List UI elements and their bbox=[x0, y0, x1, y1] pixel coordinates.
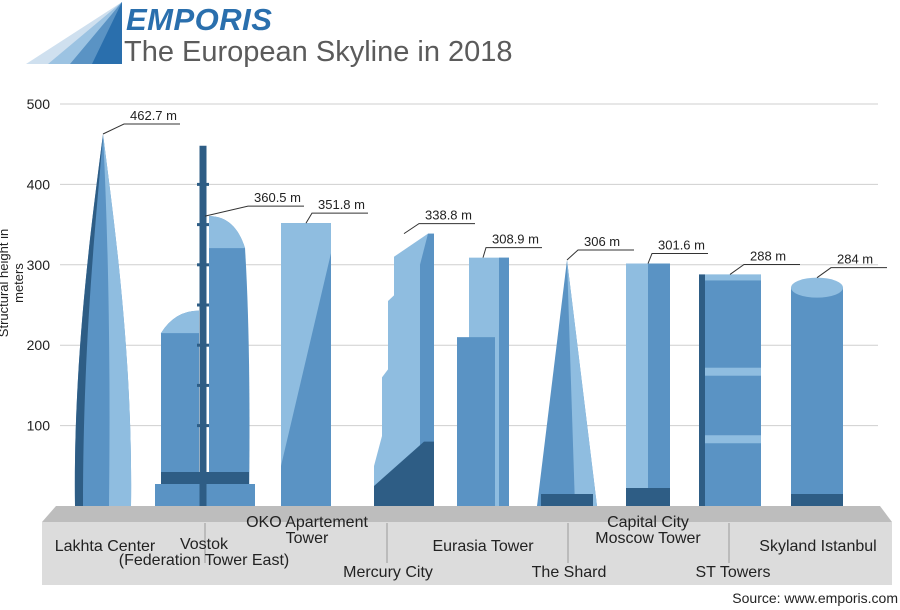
page-title: The European Skyline in 2018 bbox=[124, 36, 513, 68]
building-shape bbox=[209, 216, 250, 506]
category-label-line: Moscow Tower bbox=[595, 530, 701, 547]
building-edge bbox=[699, 274, 705, 506]
building-base bbox=[541, 494, 593, 506]
category-label-line: Skyland Istanbul bbox=[759, 538, 876, 555]
category-label: Eurasia Tower bbox=[432, 538, 534, 555]
value-leader bbox=[305, 212, 368, 224]
building-shape bbox=[161, 310, 199, 334]
value-leader bbox=[482, 247, 542, 258]
building: 301.6 m bbox=[626, 238, 708, 506]
building-roof bbox=[791, 277, 843, 298]
building: 308.9 m bbox=[457, 232, 542, 506]
brand-name: EMPORIS bbox=[126, 2, 273, 37]
building: 306 m bbox=[537, 234, 634, 506]
value-label: 306 m bbox=[584, 234, 620, 249]
value-leader bbox=[566, 249, 634, 261]
value-label: 308.9 m bbox=[492, 232, 539, 247]
value-leader bbox=[102, 123, 180, 135]
value-leader bbox=[204, 205, 304, 217]
building-base bbox=[626, 488, 670, 506]
category-label-line: Vostok bbox=[180, 536, 229, 553]
category-label-line: Lakhta Center bbox=[55, 538, 156, 555]
value-label: 284 m bbox=[837, 252, 873, 267]
y-axis-label: Structural height in meters bbox=[0, 228, 26, 338]
building-shape bbox=[374, 233, 434, 506]
building: 462.7 m bbox=[74, 108, 180, 506]
value-leader bbox=[816, 267, 887, 279]
value-label: 351.8 m bbox=[318, 197, 365, 212]
building-base bbox=[791, 494, 843, 506]
building-shape bbox=[103, 133, 132, 506]
category-label: Skyland Istanbul bbox=[759, 538, 876, 555]
category-label-line: The Shard bbox=[532, 564, 607, 581]
source-credit: Source: www.emporis.com bbox=[732, 590, 898, 606]
value-label: 301.6 m bbox=[658, 238, 705, 253]
category-label-line: Capital City bbox=[607, 514, 689, 531]
building: 288 m bbox=[699, 248, 800, 506]
value-label: 338.8 m bbox=[425, 208, 472, 223]
category-label: Capital City Moscow Tower bbox=[595, 514, 701, 547]
building-shape bbox=[374, 441, 434, 506]
category-label-line: Tower bbox=[286, 530, 329, 547]
value-label: 360.5 m bbox=[254, 190, 301, 205]
category-label: OKO Apartement Tower bbox=[246, 514, 368, 547]
category-label: Vostok (Federation Tower East) bbox=[119, 536, 289, 569]
category-label-line: ST Towers bbox=[696, 564, 771, 581]
category-label-line: (Federation Tower East) bbox=[119, 552, 289, 569]
building-shape bbox=[161, 310, 199, 506]
building-shape bbox=[457, 337, 495, 506]
y-tick-label: 400 bbox=[27, 176, 51, 192]
value-leader bbox=[647, 253, 708, 264]
building-shape bbox=[420, 233, 434, 506]
y-tick-label: 300 bbox=[27, 257, 51, 273]
value-label: 462.7 m bbox=[130, 108, 177, 123]
building-band bbox=[699, 435, 761, 444]
value-leader bbox=[403, 223, 475, 235]
label-band-edge bbox=[42, 506, 892, 522]
emporis-logo-icon bbox=[26, 2, 122, 64]
building-shape bbox=[281, 223, 331, 466]
y-tick-label: 100 bbox=[27, 418, 51, 434]
y-tick-label: 500 bbox=[27, 96, 51, 112]
building-band bbox=[699, 274, 761, 281]
category-label-line: OKO Apartement bbox=[246, 514, 368, 531]
category-label: ST Towers bbox=[696, 564, 771, 581]
building-band bbox=[699, 367, 761, 376]
category-label-line: Eurasia Tower bbox=[432, 538, 534, 555]
value-leader bbox=[729, 263, 800, 275]
category-label-line: Mercury City bbox=[343, 564, 433, 581]
category-label: The Shard bbox=[532, 564, 607, 581]
building-shape bbox=[209, 216, 245, 249]
category-label: Lakhta Center bbox=[55, 538, 156, 555]
building-shape bbox=[791, 287, 843, 506]
building-shape bbox=[567, 259, 597, 506]
building: 284 m bbox=[791, 252, 887, 506]
building-shape bbox=[648, 263, 670, 506]
value-label: 288 m bbox=[750, 248, 786, 263]
building: 338.8 m bbox=[374, 208, 475, 506]
building-shape bbox=[499, 257, 509, 506]
building-shape bbox=[74, 133, 103, 506]
label-band bbox=[42, 522, 892, 585]
category-label: Mercury City bbox=[343, 564, 433, 581]
y-tick-label: 200 bbox=[27, 337, 51, 353]
building: 351.8 m bbox=[281, 197, 368, 506]
building-shape bbox=[699, 274, 761, 506]
building: 360.5 m bbox=[155, 145, 304, 506]
